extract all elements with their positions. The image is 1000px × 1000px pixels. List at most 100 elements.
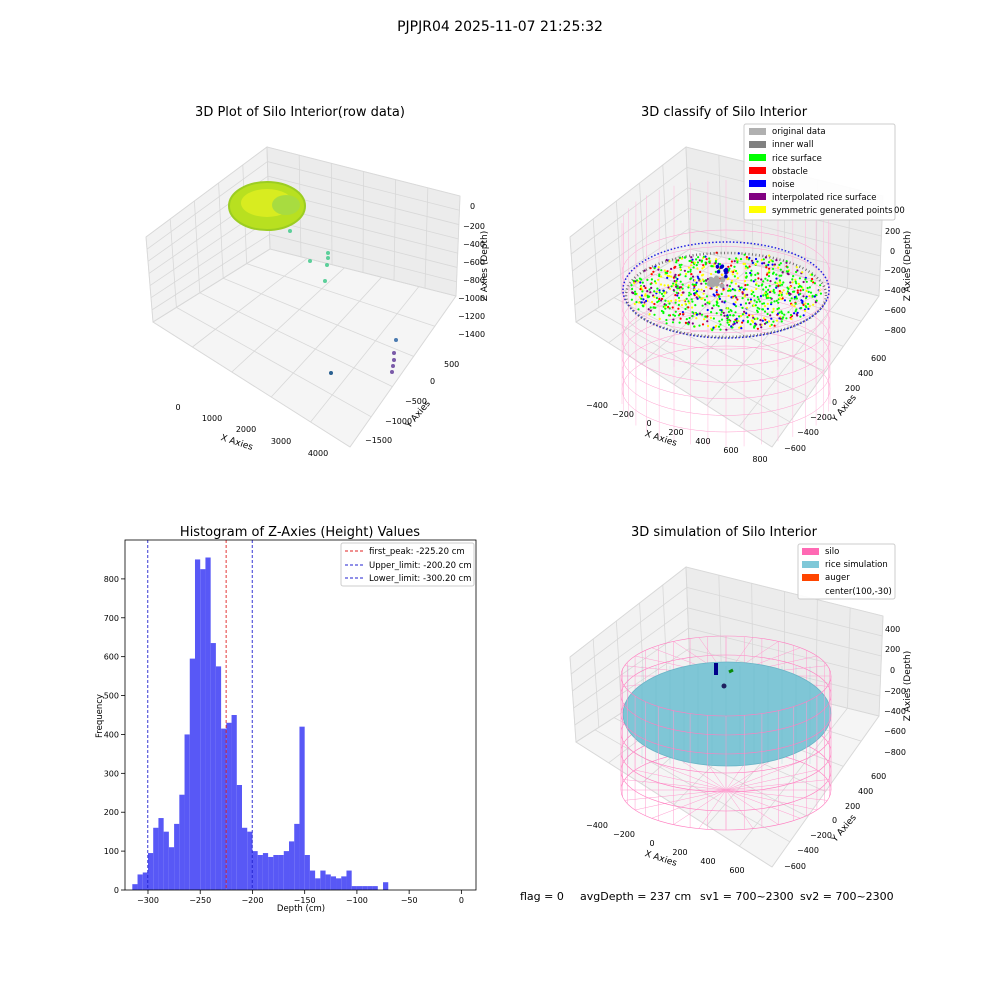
classified-point [704, 282, 708, 285]
classified-point [687, 294, 691, 297]
classified-point [743, 280, 747, 283]
classified-point [708, 260, 711, 263]
classified-point [766, 302, 769, 305]
classified-point [789, 285, 792, 288]
legend-swatch-original [749, 128, 766, 135]
x-tick: 0 [459, 896, 464, 905]
x-tick: 0 [175, 403, 180, 412]
classified-point [706, 301, 709, 304]
classified-point [684, 302, 687, 305]
raw-point [390, 370, 394, 374]
classified-point [759, 319, 762, 322]
classified-point [674, 310, 677, 313]
classified-point [683, 299, 686, 302]
noise-point [716, 270, 721, 274]
classified-point [728, 267, 731, 270]
classified-point [644, 286, 647, 290]
z-tick: −200 [884, 687, 906, 696]
classified-point [794, 310, 797, 313]
panel-title: 3D classify of Silo Interior [641, 105, 808, 120]
classified-point [693, 279, 696, 282]
classified-point [725, 328, 728, 331]
z-tick: 200 [885, 645, 900, 654]
classified-point [702, 255, 706, 258]
classified-point [785, 260, 788, 263]
classified-point [795, 313, 798, 316]
classified-point [741, 297, 744, 300]
classified-point [775, 319, 779, 322]
classified-point [657, 278, 660, 281]
classified-point [768, 267, 771, 270]
classified-point [734, 311, 737, 314]
legend-entry: auger [825, 573, 850, 583]
classified-point [660, 299, 663, 302]
classified-point [718, 320, 721, 323]
classified-point [695, 264, 698, 267]
classified-point [727, 265, 730, 268]
classified-point [739, 258, 743, 261]
classified-point [800, 285, 803, 288]
legend-swatch-silo [802, 548, 819, 555]
y-tick: 400 [858, 369, 873, 378]
classified-point [763, 310, 767, 313]
classified-point [755, 323, 758, 326]
classified-point [757, 277, 760, 280]
classified-point [746, 321, 750, 324]
classified-point [687, 270, 690, 273]
classified-point [676, 277, 679, 281]
y-tick: 300 [104, 769, 119, 778]
classified-point [789, 293, 792, 296]
classified-point [679, 256, 682, 259]
classified-point [702, 280, 706, 283]
silo-floor-line [725, 779, 828, 791]
classified-point [758, 307, 761, 310]
classified-point [754, 273, 757, 276]
classified-point [796, 291, 799, 294]
classified-point [691, 306, 694, 309]
classified-point [777, 266, 780, 269]
histogram-bar [325, 874, 331, 890]
classified-point [704, 315, 707, 318]
classified-point [737, 252, 740, 255]
classified-point [748, 265, 751, 268]
classified-point [688, 302, 691, 305]
x-tick: −400 [586, 821, 608, 830]
histogram-bar [346, 870, 352, 890]
classified-point [802, 280, 805, 284]
classified-point [805, 280, 808, 283]
classified-point [806, 286, 809, 290]
y-tick: 600 [871, 772, 886, 781]
noise-point [715, 264, 720, 269]
histogram-bar [142, 872, 148, 890]
histogram-bar [315, 878, 321, 890]
classified-point [721, 273, 724, 276]
classified-point [660, 297, 664, 300]
histogram-bar [283, 851, 290, 890]
classified-point [789, 313, 793, 317]
classified-point [766, 312, 769, 316]
classified-point [668, 275, 671, 278]
classified-point [757, 298, 760, 301]
classified-point [675, 259, 678, 262]
classified-point [794, 302, 797, 305]
classified-point [773, 263, 777, 266]
y-tick: 600 [104, 653, 119, 662]
classified-point [730, 270, 733, 273]
classified-point [674, 294, 677, 297]
classified-point [750, 289, 753, 292]
classified-point [717, 325, 721, 328]
y-tick: 0 [430, 377, 435, 386]
classified-point [815, 299, 818, 302]
classified-point [791, 281, 794, 284]
noise-ring [622, 241, 830, 339]
classified-point [705, 258, 708, 261]
classified-point [677, 303, 681, 306]
classified-point [722, 311, 725, 314]
inner-wall-ring [624, 251, 828, 339]
classified-point [650, 273, 653, 276]
classified-point [700, 259, 704, 262]
classified-point [756, 272, 759, 275]
classified-point [668, 302, 671, 305]
classified-point [771, 260, 774, 263]
y-tick: −500 [405, 397, 427, 406]
